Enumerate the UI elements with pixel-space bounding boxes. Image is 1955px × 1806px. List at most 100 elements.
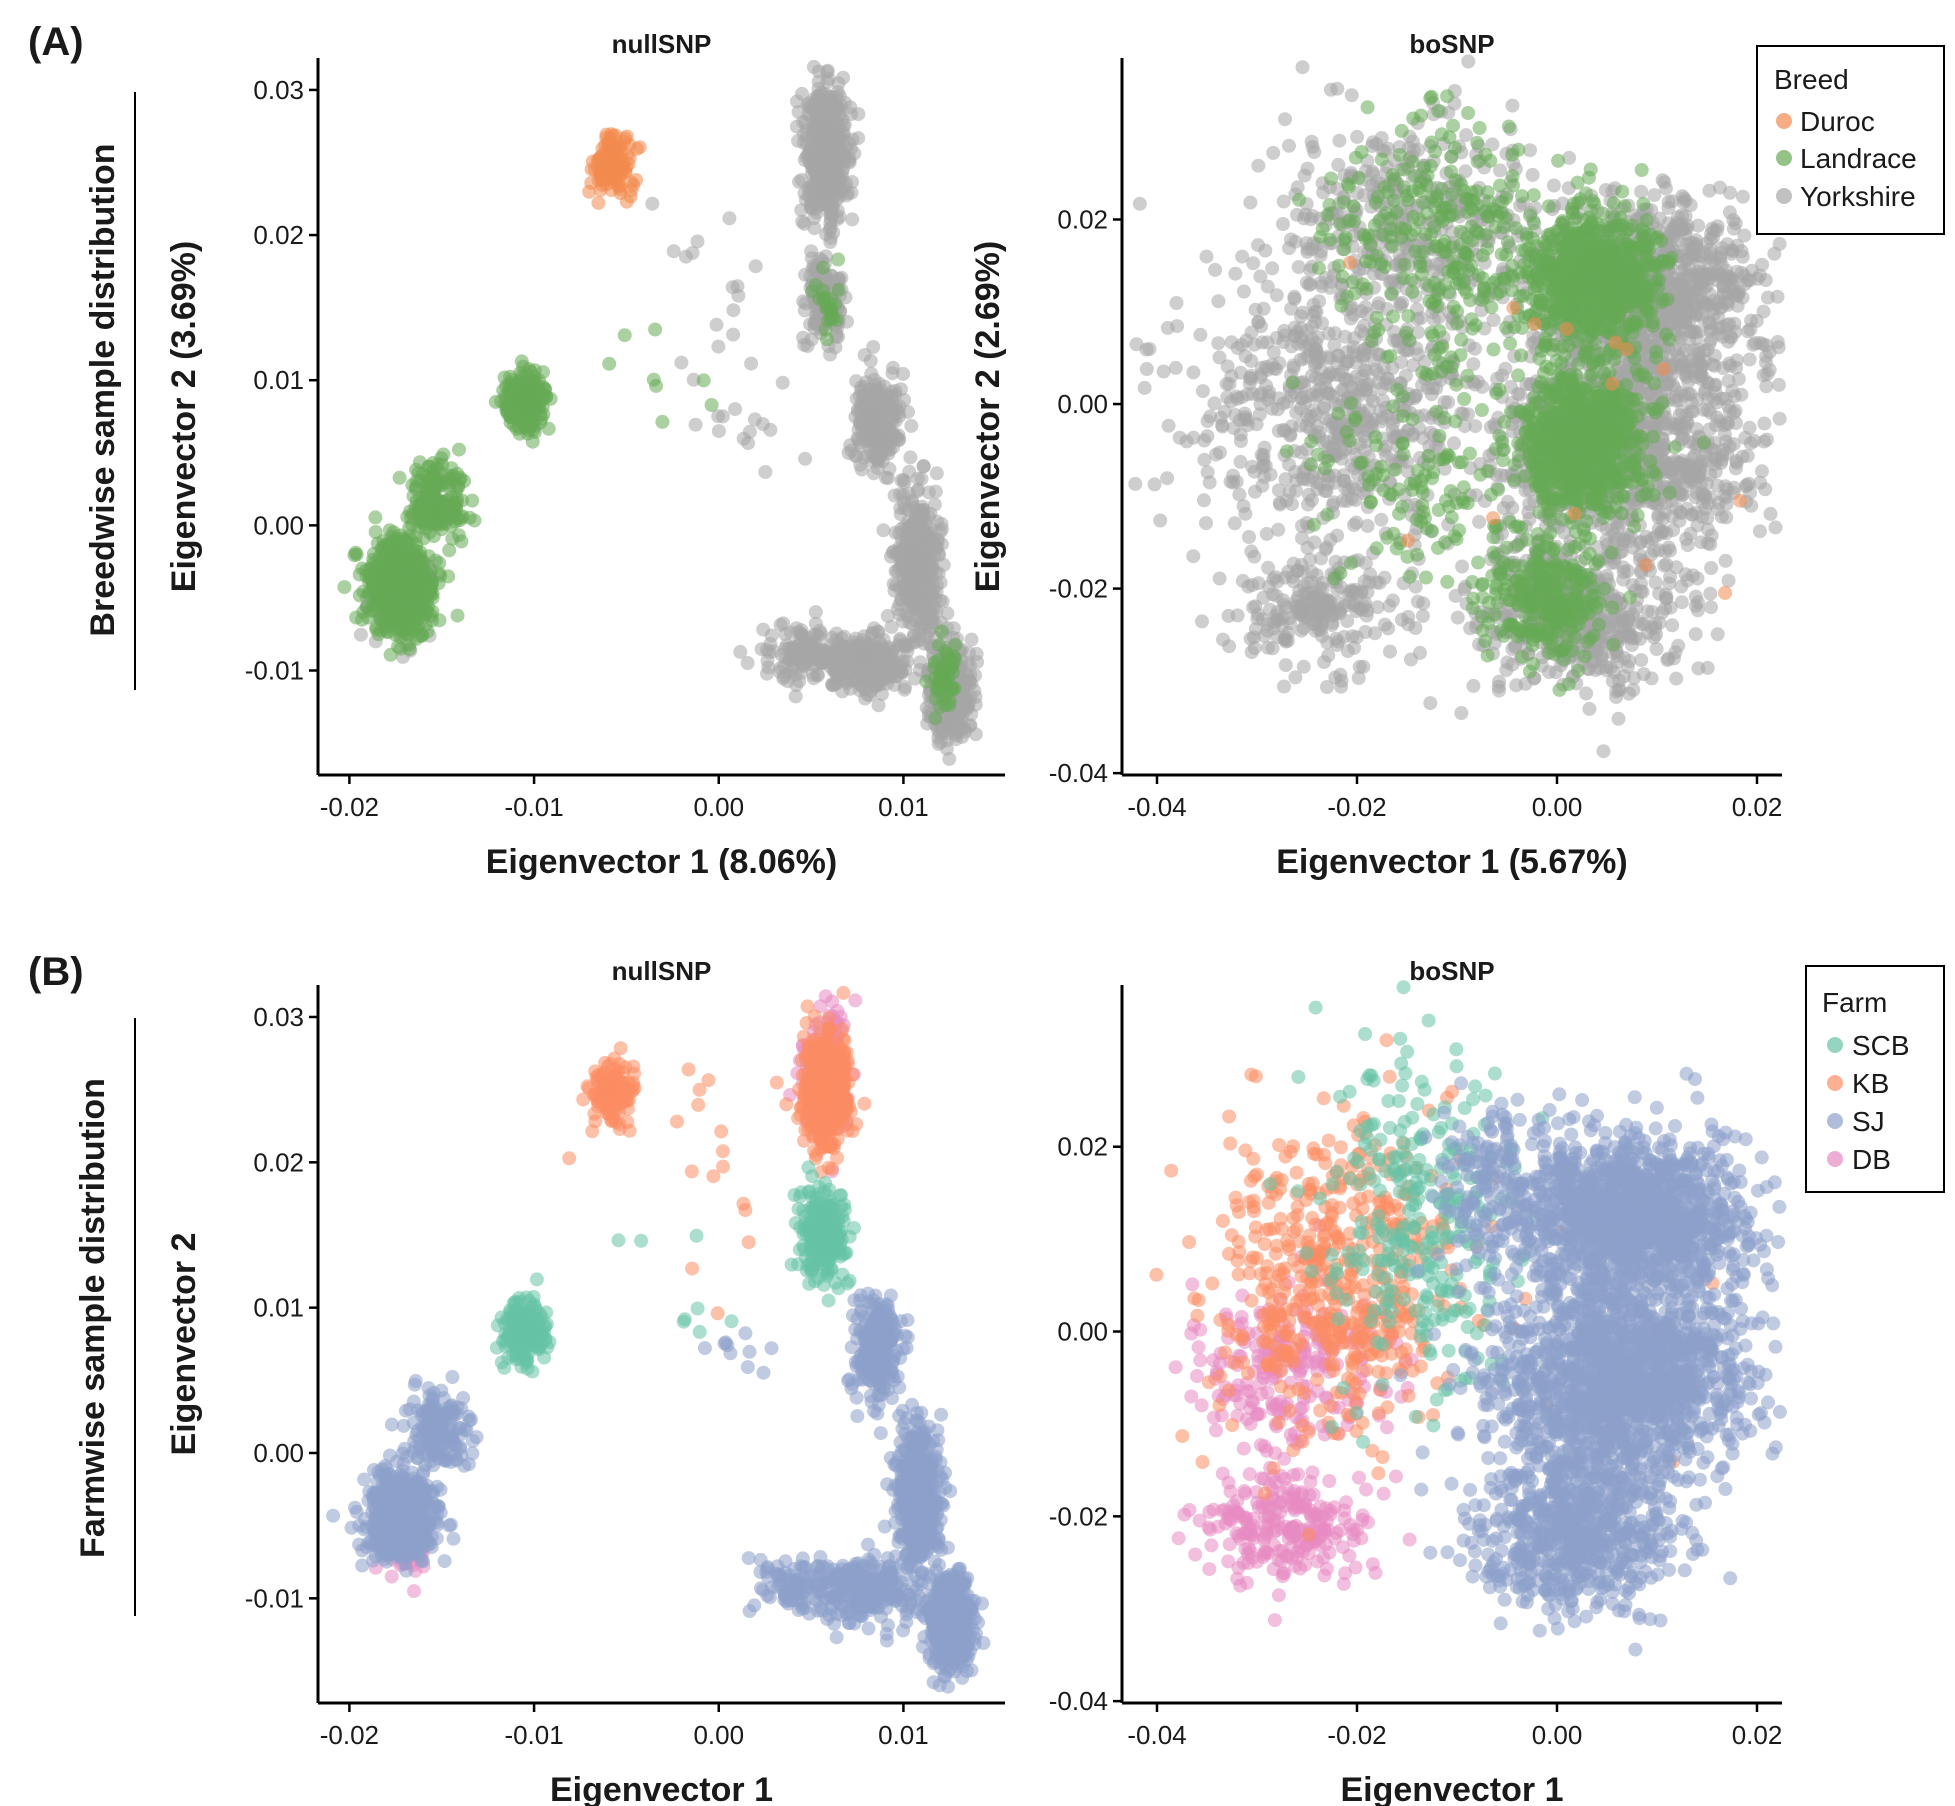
point-yorkshire bbox=[916, 459, 931, 473]
point-yorkshire bbox=[789, 678, 804, 692]
point-landrace bbox=[392, 470, 407, 485]
point-yorkshire bbox=[809, 163, 824, 178]
point-yorkshire bbox=[904, 418, 919, 433]
point-yorkshire bbox=[795, 214, 810, 229]
point-yorkshire bbox=[867, 621, 881, 636]
points-layer bbox=[337, 59, 985, 766]
point-yorkshire bbox=[1727, 316, 1742, 331]
point-yorkshire bbox=[931, 730, 946, 745]
point-duroc bbox=[629, 141, 644, 156]
point-landrace bbox=[412, 629, 427, 643]
point-landrace bbox=[441, 569, 456, 584]
point-landrace bbox=[424, 517, 438, 532]
point-yorkshire bbox=[888, 525, 903, 540]
y-tick-label: 0.03 bbox=[253, 75, 304, 105]
point-landrace bbox=[434, 494, 449, 509]
point-landrace bbox=[360, 599, 375, 614]
point-yorkshire bbox=[928, 484, 943, 499]
point-yorkshire bbox=[1661, 200, 1676, 215]
point-landrace bbox=[427, 476, 442, 491]
point-yorkshire bbox=[1735, 189, 1750, 204]
point-yorkshire bbox=[897, 475, 912, 490]
point-yorkshire bbox=[674, 355, 689, 370]
point-yorkshire bbox=[776, 616, 791, 631]
point-yorkshire bbox=[1704, 226, 1719, 241]
point-yorkshire bbox=[881, 446, 896, 461]
point-landrace bbox=[934, 624, 949, 639]
plot-a-bosnp: -0.04-0.020.000.02-0.04 -0.02 0.00 0.02boSN… bbox=[969, 29, 1787, 881]
point-yorkshire bbox=[815, 197, 830, 212]
point-yorkshire bbox=[844, 107, 859, 122]
point-yorkshire bbox=[854, 408, 869, 423]
point-yorkshire bbox=[709, 317, 724, 332]
point-yorkshire bbox=[798, 451, 813, 466]
y-tick-label: 0.02 bbox=[253, 220, 304, 250]
x-axis-title: Eigenvector 1 (8.06%) bbox=[486, 843, 837, 881]
point-landrace bbox=[467, 513, 482, 528]
point-yorkshire bbox=[887, 583, 902, 598]
point-yorkshire bbox=[740, 656, 755, 670]
point-yorkshire bbox=[798, 192, 813, 207]
point-landrace bbox=[831, 282, 846, 297]
point-yorkshire bbox=[841, 658, 856, 673]
point-yorkshire bbox=[1647, 188, 1662, 203]
point-yorkshire bbox=[900, 545, 915, 560]
point-landrace bbox=[536, 365, 550, 380]
point-yorkshire bbox=[763, 422, 778, 437]
point-yorkshire bbox=[690, 234, 705, 249]
point-landrace bbox=[602, 356, 617, 371]
point-landrace bbox=[410, 567, 425, 582]
point-yorkshire bbox=[843, 681, 858, 696]
point-yorkshire bbox=[855, 428, 870, 443]
point-yorkshire bbox=[779, 638, 794, 653]
point-yorkshire bbox=[1771, 377, 1786, 392]
point-yorkshire bbox=[1770, 335, 1785, 349]
point-landrace bbox=[418, 501, 433, 516]
point-yorkshire bbox=[885, 366, 900, 381]
point-yorkshire bbox=[1713, 252, 1728, 267]
point-yorkshire bbox=[666, 244, 681, 259]
point-landrace bbox=[824, 302, 839, 317]
point-yorkshire bbox=[839, 176, 854, 191]
y-tick-label: 0.01 bbox=[253, 365, 304, 395]
point-yorkshire bbox=[876, 523, 891, 538]
point-yorkshire bbox=[722, 211, 737, 226]
point-yorkshire bbox=[726, 327, 741, 342]
point-yorkshire bbox=[931, 533, 945, 548]
point-landrace bbox=[646, 372, 661, 387]
row-label-farmwise: Farmwise sample distribution bbox=[74, 1078, 112, 1558]
point-yorkshire bbox=[854, 462, 869, 477]
point-landrace bbox=[439, 474, 454, 489]
point-duroc bbox=[599, 127, 614, 142]
point-yorkshire bbox=[927, 497, 942, 512]
panel-letter-a: (A) bbox=[28, 20, 84, 64]
point-yorkshire bbox=[772, 664, 787, 679]
point-yorkshire bbox=[870, 392, 885, 407]
point-landrace bbox=[935, 673, 950, 688]
y-tick-label: 0.00 bbox=[253, 510, 304, 540]
point-yorkshire bbox=[868, 648, 883, 663]
point-yorkshire bbox=[797, 651, 812, 666]
point-yorkshire bbox=[1759, 379, 1774, 394]
point-yorkshire bbox=[901, 639, 916, 653]
point-yorkshire bbox=[1697, 280, 1712, 295]
point-yorkshire bbox=[1723, 185, 1737, 200]
point-yorkshire bbox=[744, 356, 759, 371]
point-yorkshire bbox=[797, 337, 812, 352]
point-landrace bbox=[818, 322, 833, 337]
point-yorkshire bbox=[806, 123, 821, 138]
point-landrace bbox=[379, 598, 394, 613]
point-yorkshire bbox=[807, 151, 822, 166]
point-yorkshire bbox=[1737, 228, 1752, 243]
point-yorkshire bbox=[845, 212, 860, 227]
point-yorkshire bbox=[1725, 244, 1740, 259]
point-yorkshire bbox=[1742, 352, 1757, 367]
point-landrace bbox=[452, 442, 466, 457]
point-yorkshire bbox=[827, 163, 842, 177]
point-yorkshire bbox=[1694, 267, 1709, 282]
y-tick-label: -0.01 bbox=[245, 655, 304, 685]
point-yorkshire bbox=[1730, 286, 1745, 301]
point-duroc bbox=[626, 178, 641, 192]
point-yorkshire bbox=[775, 375, 790, 390]
point-landrace bbox=[393, 528, 408, 543]
